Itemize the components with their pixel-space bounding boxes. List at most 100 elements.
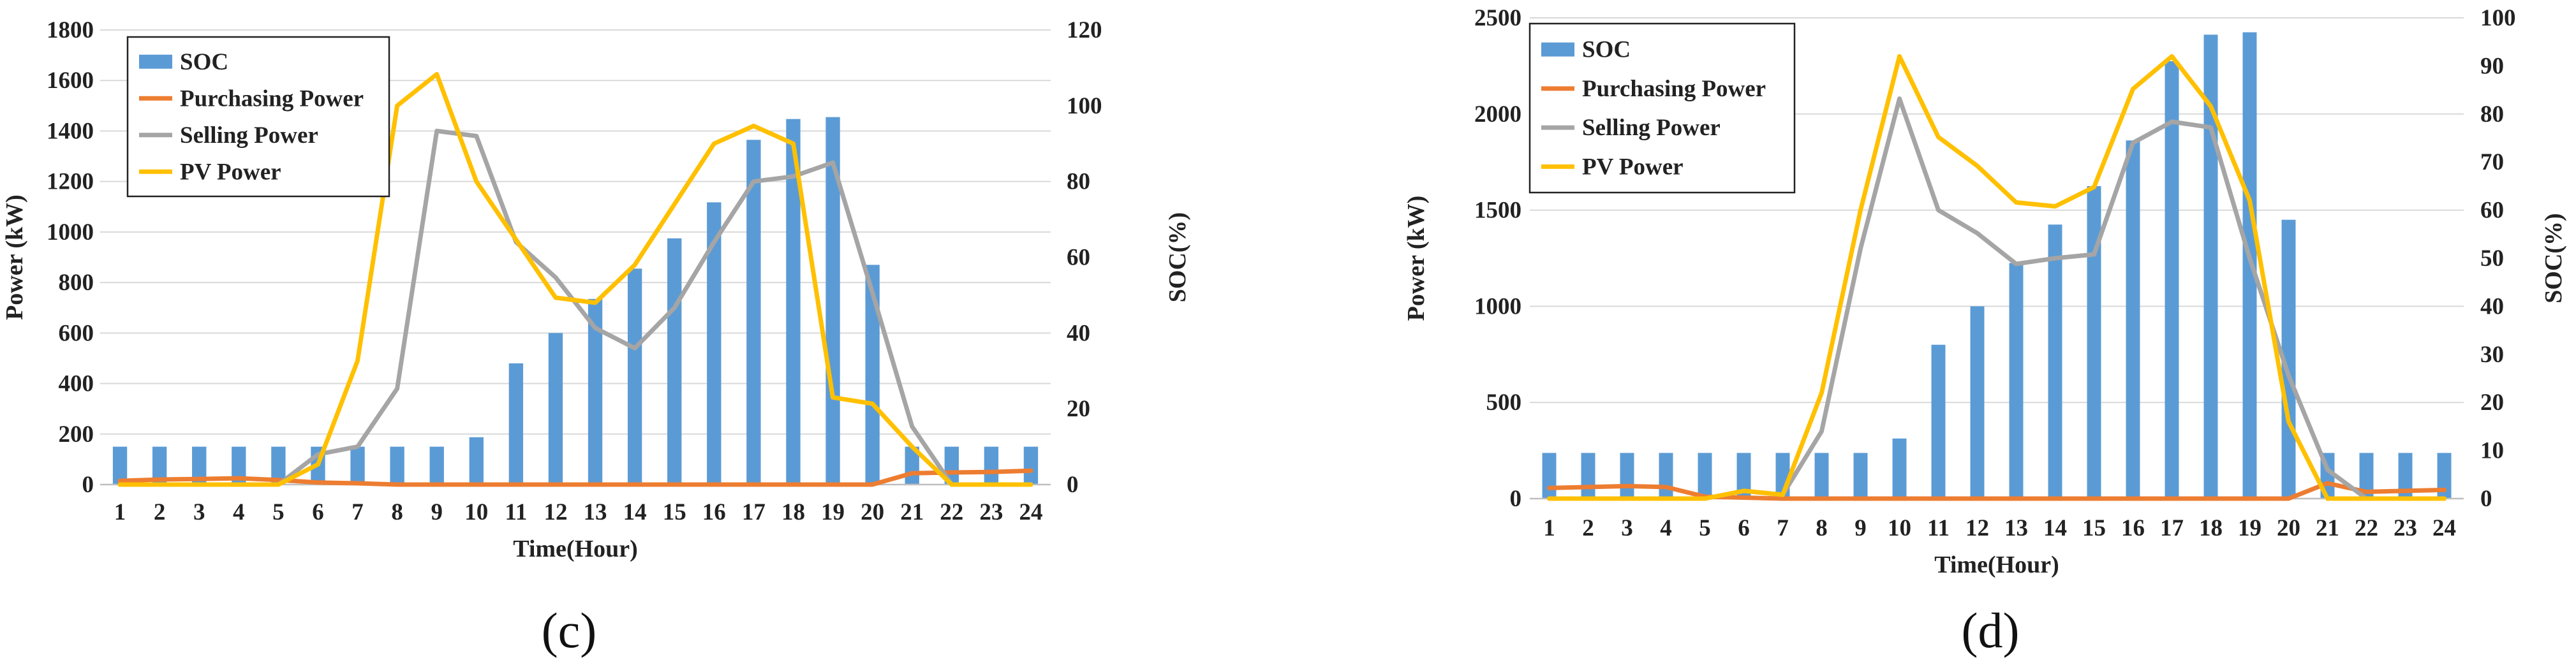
soc-bar: [508, 363, 524, 485]
x-tick-label: 8: [1816, 515, 1828, 541]
soc-bar: [429, 446, 444, 485]
x-tick-label: 15: [2082, 515, 2106, 541]
pv-power-line: [1547, 54, 2446, 501]
figure-caption: (d): [1962, 603, 2020, 658]
y2-tick-label: 90: [2480, 53, 2504, 79]
legend-label: Purchasing Power: [1582, 76, 1766, 102]
soc-bar: [746, 140, 761, 485]
soc-bar: [2009, 263, 2024, 499]
x-tick-label: 9: [431, 499, 443, 525]
soc-bar: [152, 446, 167, 485]
x-tick-label: 20: [861, 499, 884, 525]
y-tick-label: 2500: [1474, 5, 1521, 31]
x-tick-label: 10: [1888, 515, 1911, 541]
soc-bar: [1970, 306, 1985, 499]
x-tick-label: 15: [663, 499, 686, 525]
y-tick-label: 2000: [1474, 101, 1521, 128]
y2-tick-label: 0: [1067, 472, 1079, 498]
soc-bar: [588, 298, 603, 485]
x-tick-label: 3: [193, 499, 205, 525]
x-tick-label: 11: [505, 499, 527, 525]
y-axis-title: Power (kW): [1, 194, 28, 320]
x-tick-label: 16: [702, 499, 726, 525]
y2-tick-label: 100: [2480, 5, 2516, 31]
purchasing-power-line: [117, 468, 1033, 487]
x-tick-label: 22: [2355, 515, 2378, 541]
y-tick-label: 200: [59, 421, 94, 448]
x-tick-label: 1: [1543, 515, 1555, 541]
x-tick-label: 16: [2121, 515, 2145, 541]
legend-label: Selling Power: [180, 122, 318, 149]
soc-bar: [984, 446, 999, 485]
x-tick-label: 23: [2394, 515, 2417, 541]
y2-tick-label: 50: [2480, 245, 2504, 272]
y-tick-label: 1000: [1474, 293, 1521, 319]
soc-bar: [350, 446, 365, 485]
x-tick-label: 12: [1965, 515, 1989, 541]
soc-bar: [1853, 453, 1868, 499]
legend: SOC Purchasing Power Selling Power PV Power: [126, 36, 390, 198]
soc-bar: [112, 446, 128, 485]
legend-label: PV Power: [1582, 154, 1684, 180]
y-tick-label: 1800: [47, 17, 94, 43]
y2-tick-label: 70: [2480, 149, 2504, 175]
soc-bar: [1659, 453, 1673, 499]
x-tick-label: 4: [1660, 515, 1672, 541]
legend-label: PV Power: [180, 159, 281, 185]
x-tick-label: 4: [233, 499, 245, 525]
y2-tick-label: 20: [1067, 396, 1090, 422]
x-tick-label: 14: [623, 499, 647, 525]
y2-tick-label: 0: [2480, 486, 2492, 512]
x-tick-label: 2: [154, 499, 166, 525]
legend-swatch-soc: [1541, 42, 1574, 57]
x-tick-label: 23: [979, 499, 1003, 525]
y-tick-label: 400: [59, 371, 94, 397]
y2-tick-label: 100: [1067, 93, 1102, 119]
x-tick-label: 7: [352, 499, 364, 525]
soc-bar: [2437, 453, 2452, 499]
soc-bar: [707, 202, 722, 485]
y-tick-label: 0: [1510, 486, 1522, 512]
x-tick-label: 24: [2432, 515, 2456, 541]
y-tick-label: 1000: [47, 219, 94, 245]
x-tick-label: 9: [1854, 515, 1867, 541]
soc-bar: [1023, 446, 1039, 485]
y-tick-label: 500: [1486, 390, 1522, 416]
soc-bar: [1620, 453, 1634, 499]
x-tick-label: 1: [114, 499, 126, 525]
x-tick-label: 19: [2238, 515, 2261, 541]
x-tick-label: 5: [272, 499, 285, 525]
figure-caption: (c): [542, 603, 597, 658]
y-tick-label: 800: [59, 270, 94, 296]
soc-bar: [1542, 453, 1557, 499]
y2-tick-label: 40: [2480, 293, 2504, 319]
legend-label: Purchasing Power: [180, 85, 364, 112]
x-tick-label: 21: [2316, 515, 2339, 541]
soc-bar: [2242, 32, 2257, 499]
y2-tick-label: 80: [1067, 169, 1090, 195]
y2-axis-title: SOC(%): [1164, 212, 1191, 302]
soc-bar: [944, 446, 959, 485]
soc-bar: [2359, 453, 2374, 499]
x-tick-label: 7: [1777, 515, 1789, 541]
legend-label: Selling Power: [1582, 115, 1721, 141]
y-tick-label: 1400: [47, 118, 94, 144]
x-tick-label: 24: [1019, 499, 1042, 525]
x-tick-label: 13: [584, 499, 607, 525]
y2-tick-label: 80: [2480, 101, 2504, 128]
x-tick-label: 8: [391, 499, 403, 525]
soc-bar: [2087, 186, 2101, 499]
soc-bar: [271, 446, 286, 485]
y2-tick-label: 30: [2480, 342, 2504, 368]
x-tick-label: 6: [312, 499, 324, 525]
soc-bar: [390, 446, 404, 485]
soc-bar: [865, 265, 880, 485]
soc-bar: [1698, 453, 1712, 499]
chart-d: 0 500 1000 1500 2000 2500 0 10 20 30 40 50 60 70 80 90 1…: [1403, 5, 2567, 658]
soc-bar: [232, 446, 246, 485]
x-tick-label: 14: [2043, 515, 2067, 541]
soc-bar: [548, 333, 563, 485]
x-tick-label: 2: [1582, 515, 1594, 541]
x-tick-label: 17: [742, 499, 766, 525]
y-tick-label: 600: [59, 320, 94, 346]
